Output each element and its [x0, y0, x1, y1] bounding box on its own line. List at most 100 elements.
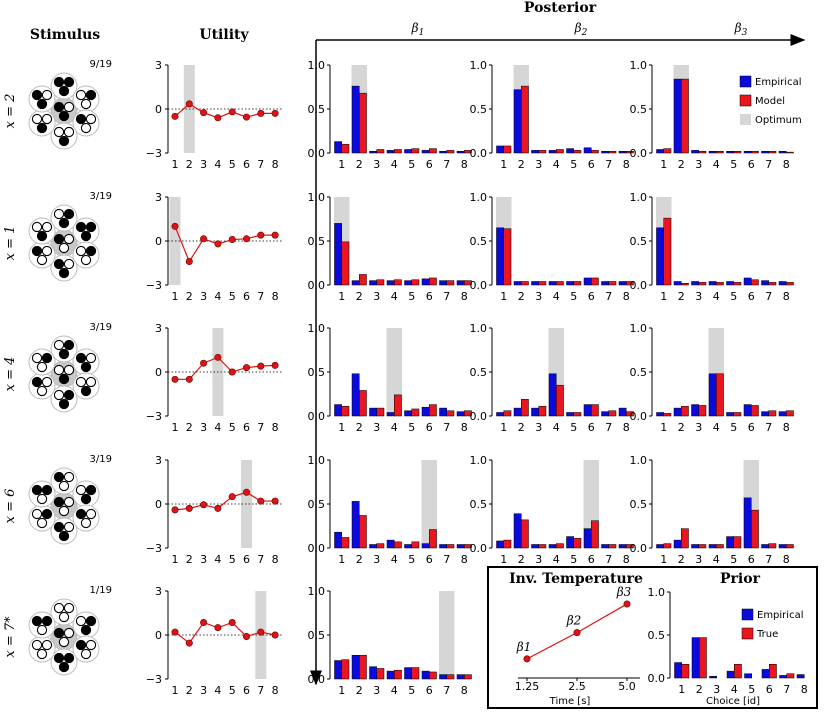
posterior-r3-b2-bar-empirical-1	[496, 412, 504, 417]
posterior-r5-b1-bar-empirical-4	[386, 670, 395, 680]
posterior-r1-b3-xtick-label: 1	[660, 158, 667, 171]
utility-point-4	[214, 504, 222, 512]
utility-point-5	[228, 236, 236, 244]
posterior-panel-r2-b1: 0.0 0.5 1.0 1 2 3 4 5 6 7 8	[308, 191, 472, 303]
stimulus-dot	[58, 135, 70, 147]
posterior-r2-b3-bar-empirical-4	[708, 281, 717, 286]
posterior-r3-b1-xtick-label: 7	[443, 421, 450, 434]
posterior-r3-b3-bar-model-8	[786, 410, 794, 417]
prior-xlabel: Choice [id]	[706, 696, 760, 707]
prior-bar-model-1	[681, 663, 690, 679]
posterior-r3-b3-bar-empirical-6	[743, 404, 752, 417]
posterior-r2-b3-xtick-label: 8	[783, 290, 790, 303]
posterior-r1-b3-bar-empirical-3	[691, 150, 699, 154]
stimulus-dot	[41, 221, 53, 233]
utility-point-5	[228, 368, 236, 376]
prior-bar-model-6	[769, 663, 777, 679]
stimulus-dot	[36, 122, 48, 134]
posterior-r3-b1-ytick-label: 0.5	[308, 366, 326, 379]
posterior-r2-b1-bar-empirical-1	[334, 223, 342, 286]
posterior-r1-b1-xtick-label: 4	[391, 158, 398, 171]
prior-bar-empirical-2	[691, 637, 700, 679]
posterior-r4-b3-bar-model-5	[733, 536, 742, 549]
stimulus-dot	[63, 602, 75, 614]
posterior-r2-b3-bar-empirical-1	[656, 227, 664, 286]
posterior-r3-b3-bar-model-2	[681, 406, 689, 417]
utility-point-3	[200, 235, 208, 243]
posterior-r2-b2-bar-model-7	[608, 281, 617, 286]
prior-bar-model-4	[734, 663, 742, 679]
posterior-r1-b1-xtick-label: 1	[338, 158, 345, 171]
stimulus-dot	[36, 493, 48, 505]
row-label-2: x = 1	[3, 226, 18, 261]
prior-xtick-label: 5	[748, 683, 755, 696]
posterior-r4-b3-xtick-label: 6	[748, 553, 755, 566]
posterior-r2-b3-bar-empirical-8	[778, 281, 787, 286]
posterior-r1-b1-xtick-label: 7	[443, 158, 450, 171]
posterior-r2-b2-bar-model-6	[591, 277, 599, 286]
posterior-r3-b1-bar-model-1	[341, 406, 350, 417]
stimulus-dot	[75, 352, 87, 364]
utility-point-6	[243, 488, 251, 496]
posterior-r3-b1-xtick-label: 3	[373, 421, 380, 434]
posterior-r1-b3-xtick-label: 8	[783, 158, 790, 171]
utility-point-4	[214, 624, 222, 632]
posterior-r1-b1-bar-empirical-8	[456, 150, 465, 154]
stimulus-dot	[53, 602, 65, 614]
posterior-r5-b1-bar-empirical-8	[456, 674, 465, 680]
posterior-r2-b3-ytick-label: 1.0	[630, 191, 648, 204]
utility-point-1	[171, 506, 179, 514]
stimulus-dot	[80, 122, 92, 134]
posterior-r2-b1-ytick-label: 0.5	[308, 235, 326, 248]
prior-legend-true-swatch	[741, 627, 754, 640]
stimulus-dot	[31, 245, 43, 257]
legend-optimum-label: Optimum	[755, 115, 802, 126]
posterior-r2-b1-ytick-label: 1.0	[308, 191, 326, 204]
utility-xtick-label: 4	[214, 553, 221, 566]
posterior-r2-b2-bar-model-8	[626, 281, 634, 286]
utility-point-8	[271, 497, 279, 505]
stimulus-fraction-2: 3/19	[90, 191, 112, 202]
posterior-r3-b3-bar-model-3	[698, 405, 707, 417]
posterior-r4-b3-bar-empirical-1	[656, 544, 664, 549]
posterior-grid: 0.00.51.01 2 3 4 5 6 7 80.00.51.01 2 3 4 5 6 7 80.00.5…	[308, 59, 794, 697]
posterior-r1-b2-xtick-label: 5	[570, 158, 577, 171]
utility-point-8	[271, 631, 279, 639]
prior-legend-true-label: True	[756, 629, 778, 640]
posterior-r1-b2-bar-model-6	[591, 150, 599, 154]
posterior-r2-b2-xtick-label: 7	[605, 290, 612, 303]
stimulus-dot	[85, 221, 97, 233]
utility-ytick-label: −3	[146, 279, 162, 292]
posterior-r3-b2-bar-model-8	[626, 411, 634, 417]
posterior-r4-b1-xtick-label: 2	[356, 553, 363, 566]
posterior-r4-b2-ytick-label: 1.0	[470, 454, 488, 467]
inv-temp-point-label-3: β3	[616, 585, 632, 599]
posterior-r3-b1-xtick-label: 8	[461, 421, 468, 434]
utility-point-7	[257, 628, 265, 636]
utility-xtick-label: 7	[257, 421, 264, 434]
posterior-r4-b3-bar-model-8	[786, 544, 794, 549]
posterior-r1-b3-bar-empirical-1	[656, 149, 664, 154]
posterior-r3-b3-bar-model-6	[751, 405, 759, 417]
stimulus-dot	[41, 113, 53, 125]
utility-point-4	[214, 353, 222, 361]
posterior-r4-b3-xtick-label: 3	[695, 553, 702, 566]
posterior-r3-b2-bar-model-3	[538, 406, 547, 417]
posterior-r5-b1-bar-empirical-3	[369, 666, 377, 680]
utility-ytick-label: −3	[146, 410, 162, 423]
posterior-r1-b2-xtick-label: 1	[500, 158, 507, 171]
utility-xtick-label: 5	[229, 158, 236, 171]
utility-point-5	[228, 619, 236, 627]
stimulus-dot	[53, 652, 65, 664]
posterior-r4-b3-bar-empirical-5	[726, 536, 734, 549]
posterior-r3-b1-bar-empirical-3	[369, 407, 377, 417]
prior-bar-empirical-8	[796, 674, 805, 679]
posterior-r1-b1-bar-model-7	[446, 150, 455, 154]
posterior-r2-b1-bar-model-7	[446, 280, 455, 286]
posterior-r2-b2-bar-empirical-4	[548, 281, 557, 286]
posterior-r1-b3-bar-empirical-4	[708, 150, 717, 154]
posterior-r1-b3-bar-model-7	[768, 150, 777, 154]
utility-xtick-label: 3	[200, 290, 207, 303]
posterior-r1-b3-xtick-label: 3	[695, 158, 702, 171]
posterior-r2-b1-bar-empirical-4	[386, 280, 395, 286]
